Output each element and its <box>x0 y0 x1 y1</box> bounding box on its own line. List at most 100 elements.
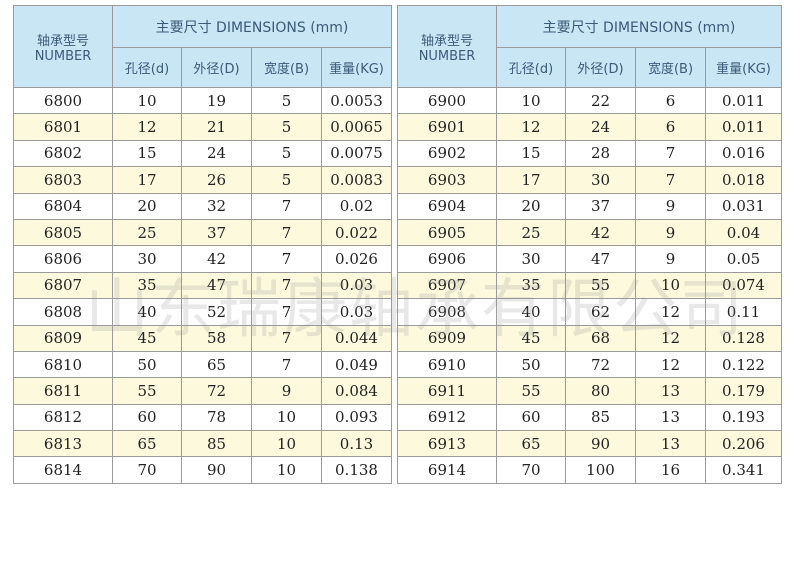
bearing-table-68xx: 轴承型号 NUMBER 主要尺寸 DIMENSIONS (mm) 孔径(d) 外径(D)… <box>13 5 392 484</box>
table-cell: 6909 <box>397 324 497 352</box>
table-cell: 7 <box>635 139 706 168</box>
table-cell: 7 <box>251 245 322 273</box>
column-header: 重量(KG) <box>321 47 392 88</box>
table-cell: 6910 <box>397 350 497 379</box>
table-cell: 10 <box>251 430 322 458</box>
table-cell: 6900 <box>397 86 497 115</box>
table-cell: 0.026 <box>321 245 392 273</box>
table-row: 6807 35 47 7 0.03 <box>13 271 392 300</box>
column-header: 外径(D) <box>565 47 636 88</box>
table-cell: 17 <box>496 166 566 194</box>
number-header: 轴承型号 NUMBER <box>13 5 113 88</box>
column-header: 重量(KG) <box>705 47 782 88</box>
number-header-cn: 轴承型号 <box>36 33 89 49</box>
table-cell: 70 <box>112 456 182 484</box>
table-cell: 6904 <box>397 192 497 220</box>
number-header-en: NUMBER <box>418 48 476 64</box>
table-cell: 25 <box>496 218 566 247</box>
table-cell: 0.03 <box>321 298 392 326</box>
table-cell: 6913 <box>397 430 497 458</box>
table-row: 6913 65 90 13 0.206 <box>397 430 782 458</box>
table-cell: 55 <box>496 377 566 405</box>
table-cell: 6901 <box>397 113 497 141</box>
table-row: 6907 35 55 10 0.074 <box>397 271 782 300</box>
table-cell: 6807 <box>13 271 113 300</box>
table-cell: 0.011 <box>705 113 782 141</box>
table-cell: 10 <box>496 86 566 115</box>
column-header: 孔径(d) <box>496 47 566 88</box>
table-cell: 0.093 <box>321 403 392 432</box>
table-cell: 7 <box>251 324 322 352</box>
table-cell: 6912 <box>397 403 497 432</box>
table-cell: 45 <box>496 324 566 352</box>
bearing-table-69xx: 轴承型号 NUMBER 主要尺寸 DIMENSIONS (mm) 孔径(d) 外径(D)… <box>397 5 782 484</box>
table-cell: 6903 <box>397 166 497 194</box>
table-cell: 5 <box>251 113 322 141</box>
table-cell: 65 <box>112 430 182 458</box>
table-cell: 6908 <box>397 298 497 326</box>
table-cell: 6806 <box>13 245 113 273</box>
table-cell: 25 <box>112 218 182 247</box>
table-row: 6908 40 62 12 0.11 <box>397 298 782 326</box>
table-row: 6905 25 42 9 0.04 <box>397 218 782 247</box>
number-header-en: NUMBER <box>34 48 92 64</box>
table-cell: 0.11 <box>705 298 782 326</box>
table-cell: 65 <box>496 430 566 458</box>
table-cell: 32 <box>181 192 252 220</box>
dimensions-header: 主要尺寸 DIMENSIONS (mm) <box>112 5 392 48</box>
table-row: 6911 55 80 13 0.179 <box>397 377 782 405</box>
table-cell: 5 <box>251 166 322 194</box>
table-row: 6804 20 32 7 0.02 <box>13 192 392 220</box>
table-cell: 35 <box>496 271 566 300</box>
table-cell: 5 <box>251 86 322 115</box>
table-row: 6812 60 78 10 0.093 <box>13 403 392 432</box>
table-cell: 0.03 <box>321 271 392 300</box>
table-cell: 68 <box>565 324 636 352</box>
column-header: 宽度(B) <box>635 47 706 88</box>
table-cell: 0.031 <box>705 192 782 220</box>
table-cell: 80 <box>565 377 636 405</box>
table-cell: 30 <box>112 245 182 273</box>
table-cell: 0.128 <box>705 324 782 352</box>
table-cell: 72 <box>181 377 252 405</box>
table-cell: 10 <box>635 271 706 300</box>
table-cell: 0.0065 <box>321 113 392 141</box>
table-cell: 6814 <box>13 456 113 484</box>
number-header: 轴承型号 NUMBER <box>397 5 497 88</box>
table-cell: 0.0083 <box>321 166 392 194</box>
column-header: 外径(D) <box>181 47 252 88</box>
table-cell: 0.193 <box>705 403 782 432</box>
table-cell: 58 <box>181 324 252 352</box>
table-cell: 7 <box>251 298 322 326</box>
table-cell: 30 <box>496 245 566 273</box>
table-cell: 78 <box>181 403 252 432</box>
table-cell: 13 <box>635 403 706 432</box>
table-row: 6902 15 28 7 0.016 <box>397 139 782 168</box>
table-cell: 20 <box>112 192 182 220</box>
table-cell: 0.13 <box>321 430 392 458</box>
table-cell: 42 <box>181 245 252 273</box>
table-cell: 0.04 <box>705 218 782 247</box>
table-cell: 70 <box>496 456 566 484</box>
table-cell: 37 <box>181 218 252 247</box>
table-cell: 50 <box>112 350 182 379</box>
table-cell: 12 <box>112 113 182 141</box>
table-cell: 21 <box>181 113 252 141</box>
table-cell: 7 <box>251 271 322 300</box>
table-cell: 6905 <box>397 218 497 247</box>
table-cell: 0.018 <box>705 166 782 194</box>
table-cell: 12 <box>635 298 706 326</box>
table-cell: 40 <box>496 298 566 326</box>
table-cell: 0.084 <box>321 377 392 405</box>
table-row: 6808 40 52 7 0.03 <box>13 298 392 326</box>
column-header: 孔径(d) <box>112 47 182 88</box>
table-cell: 52 <box>181 298 252 326</box>
table-cell: 12 <box>635 324 706 352</box>
table-cell: 0.074 <box>705 271 782 300</box>
dimensions-header: 主要尺寸 DIMENSIONS (mm) <box>496 5 782 48</box>
table-cell: 7 <box>635 166 706 194</box>
table-cell: 62 <box>565 298 636 326</box>
table-cell: 0.341 <box>705 456 782 484</box>
table-cell: 7 <box>251 350 322 379</box>
table-cell: 6808 <box>13 298 113 326</box>
